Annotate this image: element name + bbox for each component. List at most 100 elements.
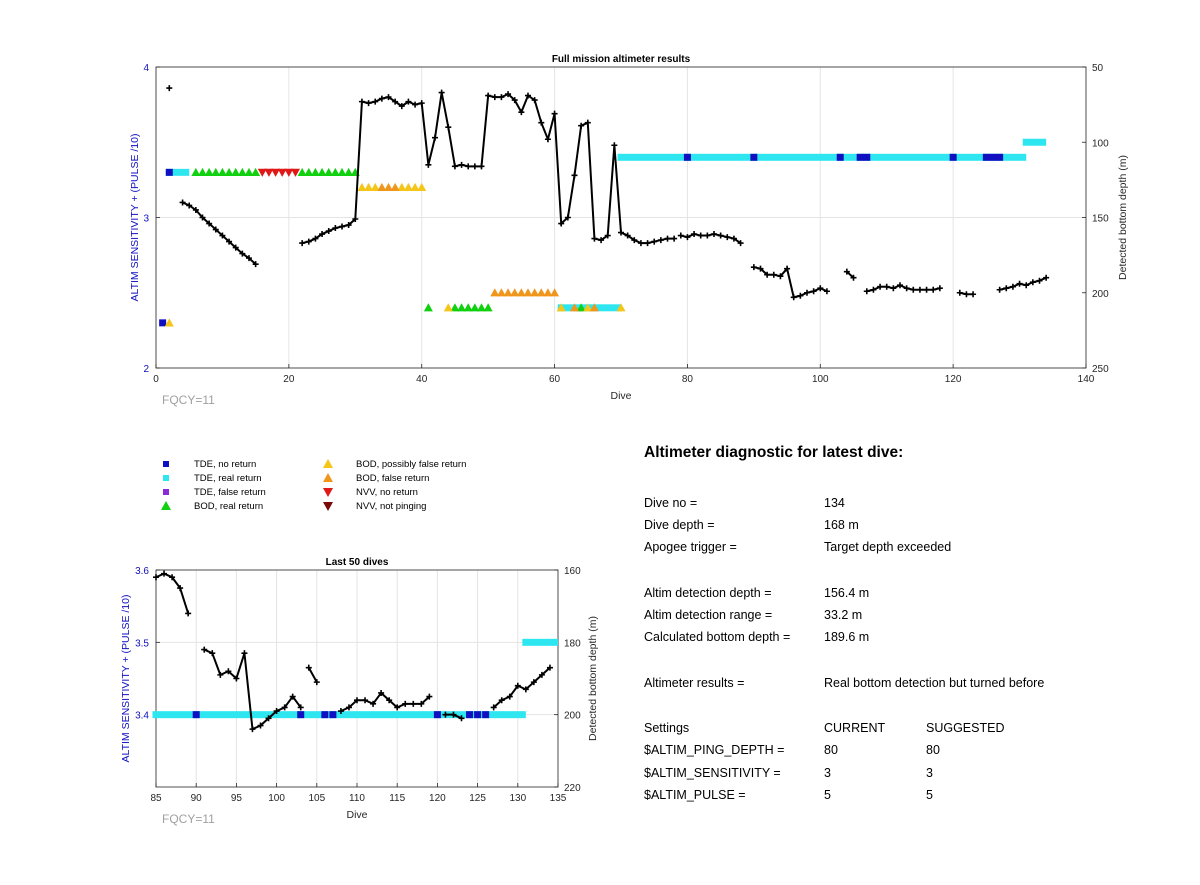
diag-key: Altimeter results = (644, 676, 745, 690)
bottom-depth-point (618, 229, 624, 236)
bottom-depth-point (246, 255, 252, 262)
bottom-depth-point (392, 98, 399, 105)
legend-item-nvv-no-return: NVV, no return (322, 486, 418, 498)
bottom-depth-point (591, 235, 598, 242)
bottom-depth-point (305, 664, 312, 671)
bod-marker (417, 182, 427, 191)
bottom-depth-point (465, 163, 472, 170)
bottom-depth-point (177, 585, 184, 592)
bottom-depth-point (362, 697, 369, 704)
bottom-depth-point (584, 119, 591, 126)
bottom-depth-point (206, 220, 213, 227)
bottom-depth-point (525, 92, 531, 99)
bod-marker (237, 167, 247, 176)
bod-marker (198, 167, 207, 176)
bottom-depth-point (217, 671, 224, 678)
diag-key: Altim detection depth = (644, 586, 772, 600)
y-tick-label: 3 (143, 214, 149, 225)
bod-marker (304, 167, 314, 176)
diag-key: $ALTIM_SENSITIVITY = (644, 766, 781, 780)
plot-frame (155, 569, 559, 788)
bod-marker (397, 182, 407, 191)
bottom-depth-point (737, 240, 744, 247)
bottom-depth-point (784, 265, 791, 272)
bod-marker (337, 167, 347, 176)
legend-triangle-down-icon (322, 486, 334, 498)
bottom-depth-line (307, 667, 318, 683)
legend-square-icon (160, 458, 172, 470)
x-axis-label: Dive (346, 809, 367, 821)
bottom-depth-point (337, 708, 344, 715)
y2-axis-label: Detected bottom depth (m) (587, 616, 599, 741)
bottom-depth-point (996, 286, 1003, 293)
bottom-depth-point (426, 693, 433, 700)
bod-marker (357, 182, 367, 191)
legend-triangle-up-icon (322, 472, 334, 484)
bottom-depth-point (691, 231, 698, 238)
x-tick-label: 120 (945, 374, 962, 385)
bottom-depth-point (241, 650, 248, 657)
bottom-depth-line (155, 572, 190, 614)
bottom-depth-point (817, 285, 824, 292)
bottom-depth-point (883, 283, 890, 290)
bottom-depth-point (531, 97, 538, 104)
bottom-depth-line (445, 713, 462, 720)
legend: TDE, no return TDE, real return TDE, fal… (160, 458, 580, 518)
bottom-depth-point (226, 238, 233, 245)
bod-marker (530, 288, 540, 297)
x-tick-label: 105 (308, 793, 325, 804)
tde-real-return-marker (617, 153, 1027, 161)
bottom-depth-point (677, 232, 684, 239)
altimeter-diagnostic-panel: Altimeter diagnostic for latest dive: Di… (644, 444, 1164, 802)
diag-row-sensitivity: $ALTIM_SENSITIVITY = 3 3 (644, 766, 933, 780)
bottom-depth-point (179, 199, 186, 206)
tde-no-return-marker (482, 711, 490, 719)
nvv-marker (271, 168, 281, 177)
bottom-depth-point (458, 161, 465, 168)
tde-no-return-marker (683, 153, 691, 161)
bottom-depth-point (352, 216, 359, 223)
diag-key: Dive no = (644, 496, 698, 510)
bottom-depth-point (930, 286, 937, 293)
diag-key: $ALTIM_PULSE = (644, 788, 746, 802)
bod-marker (589, 303, 599, 312)
bottom-depth-point (332, 225, 339, 232)
bottom-depth-point (372, 98, 379, 105)
bottom-depth-point (345, 222, 352, 229)
bottom-depth-point (823, 288, 830, 295)
bottom-depth-point (394, 704, 401, 711)
bottom-depth-point (325, 228, 332, 235)
bottom-depth-point (514, 682, 521, 689)
bottom-depth-point (657, 237, 664, 244)
tde-no-return-marker (474, 711, 482, 719)
diag-suggested-value: 5 (926, 788, 933, 802)
legend-label: NVV, no return (356, 486, 418, 498)
tde-no-return-marker (192, 711, 200, 719)
bod-marker (490, 288, 500, 297)
diag-value: 33.2 m (824, 608, 863, 622)
diag-key: Dive depth = (644, 518, 715, 532)
tde-no-return-marker (750, 153, 758, 161)
x-tick-label: 95 (231, 793, 243, 804)
bottom-depth-point (450, 711, 457, 718)
bottom-depth-point (916, 286, 923, 293)
bod-marker (324, 167, 334, 176)
bottom-depth-point (319, 231, 326, 238)
x-tick-label: 140 (1078, 374, 1095, 385)
legend-square-icon (160, 472, 172, 484)
bottom-depth-point (522, 686, 529, 693)
bottom-depth-point (671, 235, 678, 242)
bod-marker (523, 288, 533, 297)
bottom-depth-point (458, 715, 465, 722)
y2-tick-label: 180 (564, 638, 581, 649)
bod-marker (377, 182, 387, 191)
bottom-depth-point (505, 91, 512, 98)
bod-marker (516, 288, 526, 297)
bod-marker (616, 303, 626, 312)
bottom-depth-point (478, 163, 485, 170)
bottom-depth-point (897, 282, 903, 289)
bottom-depth-point (546, 664, 553, 671)
y2-tick-label: 200 (1092, 289, 1109, 300)
bottom-depth-point (199, 214, 206, 221)
tde-no-return-marker (466, 711, 474, 719)
